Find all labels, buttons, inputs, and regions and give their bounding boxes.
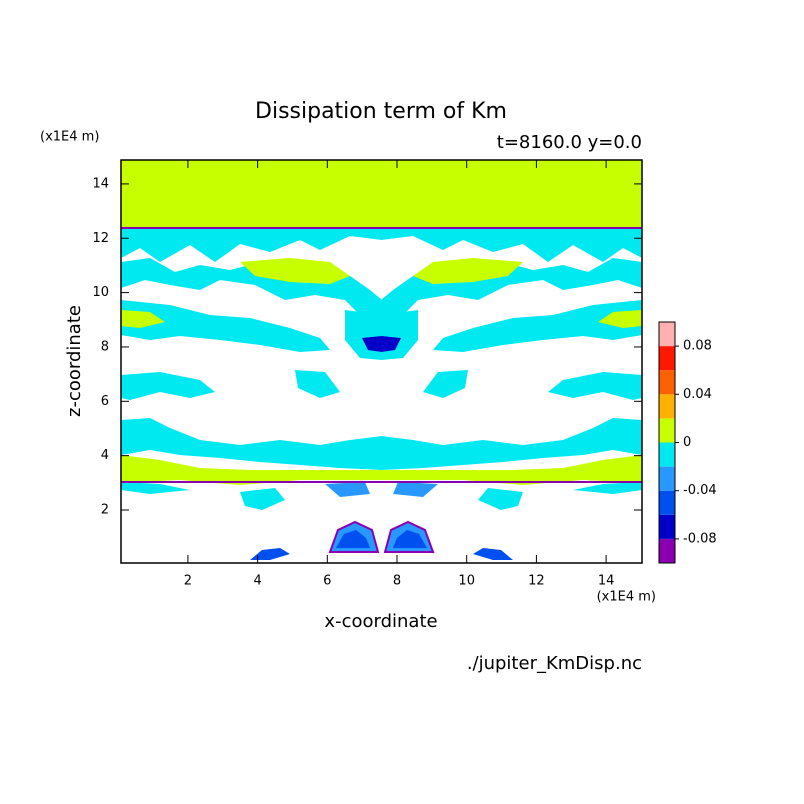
- contour-field: [121, 159, 643, 561]
- contour-region: [121, 418, 382, 470]
- contour-region: [121, 228, 382, 262]
- contour-mirror: [380, 159, 643, 561]
- x-unit: (x1E4 m): [597, 590, 656, 605]
- x-tick-label: 6: [323, 574, 331, 589]
- colorbar-tick-label: -0.08: [683, 531, 717, 546]
- colorbar-swatch: [659, 538, 675, 563]
- plot-frame: [120, 159, 643, 564]
- y-tick-label: 6: [101, 394, 109, 409]
- contour-region: [345, 310, 382, 360]
- y-unit: (x1E4 m): [40, 130, 99, 145]
- colorbar-tick-label: 0: [683, 435, 691, 450]
- colorbar-swatch: [659, 514, 675, 539]
- contour-region: [250, 548, 290, 560]
- contour-region: [121, 310, 165, 328]
- colorbar-swatch: [659, 418, 675, 443]
- x-tick-label: 4: [253, 574, 261, 589]
- y-tick-label: 4: [101, 448, 109, 463]
- x-axis-label: x-coordinate: [324, 611, 437, 632]
- contour-region: [362, 336, 382, 352]
- contour-edge: [121, 227, 382, 553]
- y-tick-label: 14: [92, 176, 109, 191]
- colorbar-tick-label: -0.04: [683, 483, 717, 498]
- y-tick-label: 12: [92, 231, 109, 246]
- y-tick-label: 2: [101, 503, 109, 518]
- colorbar-tick-label: 0.04: [683, 387, 712, 402]
- colorbar-swatch: [659, 322, 675, 347]
- y-tick-label: 8: [101, 339, 109, 354]
- contour-region: [336, 530, 370, 548]
- x-tick-label: 14: [598, 574, 615, 589]
- source-label: ./jupiter_KmDisp.nc: [467, 653, 642, 674]
- y-axis-label: z-coordinate: [64, 305, 85, 417]
- contour-region: [240, 488, 285, 510]
- colorbar-swatch: [659, 442, 675, 467]
- y-tick-label: 10: [92, 285, 109, 300]
- x-tick-label: 8: [393, 574, 401, 589]
- contour-region: [121, 482, 190, 494]
- colorbar-swatch: [659, 466, 675, 491]
- contour-region: [121, 455, 382, 485]
- contour-region: [295, 370, 340, 398]
- chart-title: Dissipation term of Km: [255, 99, 507, 124]
- contour-region: [325, 482, 370, 497]
- colorbar-swatch: [659, 370, 675, 395]
- contour-region: [121, 372, 215, 400]
- contour-region: [121, 160, 382, 228]
- colorbar-swatch: [659, 490, 675, 515]
- contour-region: [240, 258, 350, 284]
- colorbar-tick-label: 0.08: [683, 339, 712, 354]
- x-tick-label: 10: [458, 574, 475, 589]
- contour-region: [121, 300, 330, 352]
- x-tick-label: 12: [528, 574, 545, 589]
- chart-subtitle: t=8160.0 y=0.0: [497, 132, 642, 153]
- colorbar-swatch: [659, 394, 675, 419]
- x-tick-label: 2: [184, 574, 192, 589]
- contour-half: [121, 160, 382, 560]
- colorbar-swatch: [659, 346, 675, 371]
